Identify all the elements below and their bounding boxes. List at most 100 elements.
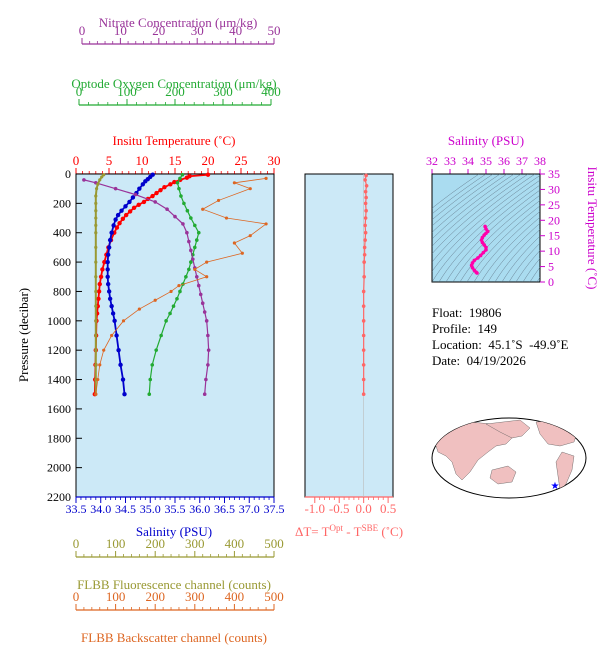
oxygen-point: [193, 245, 197, 250]
delta-t-point: [364, 208, 368, 213]
temperature-point: [97, 281, 102, 287]
ts-density-contour: [432, 174, 529, 255]
nitrate-point: [194, 274, 199, 279]
salinity-point: [105, 267, 110, 272]
salinity-point: [115, 212, 121, 218]
salinity-point: [110, 311, 116, 316]
fluorescence-point: [94, 209, 98, 213]
ts-temperature-tick-label: 25: [548, 198, 560, 212]
salinity-point: [105, 259, 110, 265]
ts-density-contour: [432, 174, 494, 221]
pressure-tick-label: 2000: [47, 461, 71, 475]
delta-t-point: [363, 230, 368, 235]
salinity-point: [111, 223, 116, 228]
temperature-point: [123, 212, 129, 218]
fluorescence-tick-label: 0: [73, 536, 80, 551]
nitrate-point: [206, 363, 210, 367]
oxygen-point: [154, 348, 158, 352]
fluorescence-tick-label: 400: [225, 536, 245, 551]
pressure-tick-label: 1600: [47, 402, 71, 416]
backscatter-point: [110, 333, 114, 338]
oxygen-point: [178, 289, 182, 294]
backscatter-point: [232, 181, 236, 185]
delta-t-point: [361, 319, 366, 323]
oxygen-point: [194, 238, 199, 242]
ts-series: [469, 224, 490, 275]
temperature-point: [184, 175, 190, 180]
salinity-point: [143, 179, 148, 184]
backscatter-point: [96, 377, 100, 382]
nitrate-point: [189, 248, 193, 253]
delta-t-label-sbe: SBE: [362, 523, 379, 533]
salinity-point: [119, 208, 124, 213]
nitrate-point: [196, 283, 201, 288]
float-location-star-icon: ★: [551, 481, 560, 492]
world-map: ★: [431, 417, 587, 499]
backscatter-axis: 0 100 200 300 400 500: [73, 589, 284, 611]
profile-plot-area: [75, 173, 275, 498]
oxygen-tick-label: 300: [213, 84, 233, 99]
delta-t-point: [364, 173, 368, 178]
ts-temperature-tick-label: 30: [548, 182, 560, 196]
temperature-point: [131, 205, 137, 210]
float-location: Location: 45.1˚S -49.9˚E: [432, 337, 569, 352]
backscatter-tick-label: 200: [145, 589, 165, 604]
ts-density-contour: [459, 200, 540, 282]
delta-t-point: [361, 333, 366, 338]
temperature-tick-label: 25: [235, 153, 248, 168]
backscatter-point: [224, 216, 229, 220]
backscatter-tick-label: 0: [73, 589, 80, 604]
delta-t-point: [361, 392, 366, 397]
salinity-axis-label: Salinity (PSU): [136, 524, 212, 539]
nitrate-point: [153, 200, 157, 204]
oxygen-point: [196, 230, 201, 235]
temperature-point: [158, 187, 163, 193]
backscatter-tick-label: 400: [225, 589, 245, 604]
ts-temperature-tick-label: 15: [548, 229, 560, 243]
ts-density-contour: [501, 235, 540, 282]
temperature-point: [100, 267, 105, 272]
nitrate-tick-label: 10: [114, 23, 127, 38]
oxygen-point: [168, 311, 172, 316]
salinity-tick-label: 35.5: [165, 502, 186, 516]
salinity-point: [116, 347, 121, 353]
fluorescence-point: [94, 245, 98, 250]
nitrate-point: [82, 178, 86, 182]
ts-density-contour: [487, 223, 540, 282]
ts-point: [472, 258, 477, 263]
salinity-point: [105, 252, 111, 257]
ts-point: [472, 268, 477, 273]
ts-density-contour: [480, 216, 540, 282]
salinity-tick-label: 34.5: [115, 502, 136, 516]
oxygen-point: [193, 223, 197, 228]
ts-temperature-tick-label: 35: [548, 167, 560, 181]
ts-salinity-tick-label: 34: [462, 154, 474, 168]
delta-t-point: [363, 216, 368, 220]
delta-t-point: [362, 274, 366, 279]
salinity-tick-label: 35.0: [140, 502, 161, 516]
delta-t-point: [362, 260, 366, 264]
ts-salinity-axis: 32 33 34 35 36 37 38: [426, 154, 546, 174]
fluorescence-point: [94, 319, 98, 323]
fluorescence-series-line: [94, 174, 105, 395]
oxygen-point: [189, 216, 193, 220]
fluorescence-point: [94, 304, 98, 308]
oxygen-point: [189, 260, 193, 264]
pressure-tick-label: 400: [53, 226, 71, 240]
oxygen-tick-label: 100: [117, 84, 137, 99]
oxygen-point: [159, 333, 163, 338]
salinity-point: [109, 303, 114, 309]
oxygen-point: [182, 201, 186, 206]
ts-point: [476, 256, 480, 260]
nitrate-axis-label: Nitrate Concentration (μm/kg): [99, 15, 258, 30]
ts-density-contour: [445, 189, 540, 282]
delta_t-tick-label: 0.0: [356, 501, 372, 516]
nitrate-tick-label: 20: [152, 23, 165, 38]
delta-t-point: [364, 195, 368, 200]
ts-density-contour: [432, 175, 540, 272]
fluorescence-point: [94, 201, 98, 205]
backscatter-point: [201, 207, 205, 211]
pressure-tick-label: 800: [53, 284, 71, 298]
ts-point: [484, 248, 488, 252]
